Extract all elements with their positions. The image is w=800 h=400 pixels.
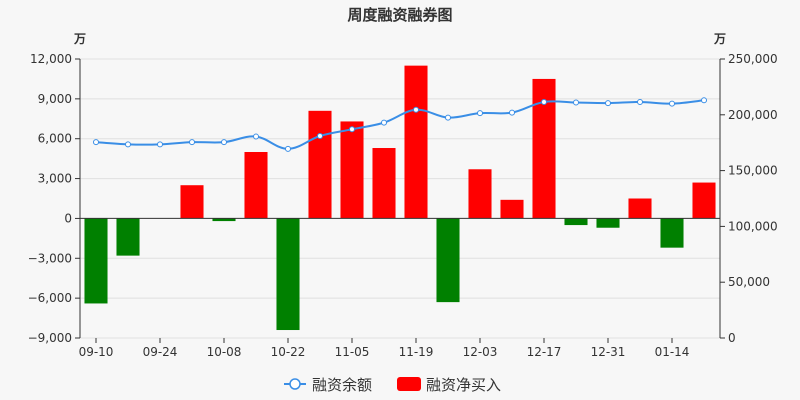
bar: [660, 218, 684, 248]
bar: [436, 218, 460, 303]
x-axis-tick-label: 10-22: [271, 345, 306, 359]
bar: [276, 218, 300, 331]
bar: [180, 185, 204, 219]
line-point: [541, 98, 547, 105]
right-axis-tick-label: 50,000: [728, 275, 770, 289]
axes: 12,000 9,000 6,000 3,000 0 −3,000 −6,000 −9,000…: [28, 52, 778, 359]
legend-bar-icon: [397, 377, 421, 391]
x-axis-tick-label: 12-17: [527, 345, 562, 359]
bar: [212, 218, 236, 222]
x-axis-tick-label: 10-08: [207, 345, 242, 359]
bar: [116, 218, 140, 256]
line-point: [157, 141, 163, 148]
left-axis-tick-label: 9,000: [38, 92, 72, 106]
bar: [564, 218, 588, 226]
x-axis-tick-label: 11-05: [335, 345, 370, 359]
right-axis-tick-label: 0: [728, 331, 736, 345]
bar: [404, 65, 428, 219]
line-point: [477, 110, 483, 117]
line-point: [413, 106, 419, 113]
x-axis-tick-label: 09-24: [143, 345, 178, 359]
bar: [628, 198, 652, 219]
grid-lines: [80, 58, 720, 339]
x-axis-tick-label: 11-19: [399, 345, 434, 359]
line-point: [573, 99, 579, 106]
left-axis-tick-label: −6,000: [28, 291, 72, 305]
line-point: [381, 119, 387, 126]
line-point: [349, 126, 355, 133]
left-axis-tick-label: −9,000: [28, 331, 72, 345]
line-point: [285, 145, 291, 152]
line-point: [189, 139, 195, 146]
left-axis-tick-label: 6,000: [38, 132, 72, 146]
bar: [468, 169, 492, 219]
bar: [596, 218, 620, 228]
legend-item-line[interactable]: 融资余额: [284, 376, 372, 394]
line-series: [93, 97, 707, 152]
x-axis-tick-label: 09-10: [79, 345, 114, 359]
line-point: [93, 139, 99, 146]
bar: [84, 218, 108, 304]
line-point: [701, 97, 707, 104]
x-axis-tick-label: 01-14: [655, 345, 690, 359]
right-axis-tick-label: 250,000: [728, 52, 778, 66]
bar: [532, 78, 556, 219]
right-axis-tick-label: 100,000: [728, 219, 778, 233]
x-axis-tick-label: 12-31: [591, 345, 626, 359]
legend-item-bar[interactable]: 融资净买入: [397, 376, 501, 394]
left-axis-tick-label: 12,000: [30, 52, 72, 66]
line-point: [221, 139, 227, 146]
bar: [372, 148, 396, 219]
left-axis-tick-label: 3,000: [38, 172, 72, 186]
legend[interactable]: 融资余额 融资净买入: [284, 376, 501, 394]
right-axis-tick-label: 150,000: [728, 164, 778, 178]
line-point: [637, 98, 643, 105]
line-point: [509, 109, 515, 116]
legend-label: 融资余额: [312, 376, 372, 394]
right-axis-tick-label: 200,000: [728, 108, 778, 122]
legend-circle-icon: [289, 378, 301, 390]
line-point: [125, 141, 131, 148]
line-point: [253, 133, 259, 140]
left-axis-tick-label: 0: [64, 211, 72, 225]
bar: [692, 182, 716, 219]
bar: [308, 110, 332, 219]
line-point: [445, 114, 451, 121]
left-axis-unit: 万: [73, 32, 86, 46]
bar: [340, 121, 364, 219]
line-point: [605, 100, 611, 107]
bar-series: [84, 65, 716, 331]
right-axis-unit: 万: [713, 32, 726, 46]
x-axis-tick-label: 12-03: [463, 345, 498, 359]
chart-title: 周度融资融券图: [347, 6, 452, 24]
line-point: [669, 100, 675, 107]
legend-label: 融资净买入: [426, 376, 501, 394]
line-path: [95, 99, 705, 150]
line-point: [317, 133, 323, 140]
bar: [500, 199, 524, 219]
bar: [244, 152, 268, 219]
left-axis-tick-label: −3,000: [28, 251, 72, 265]
